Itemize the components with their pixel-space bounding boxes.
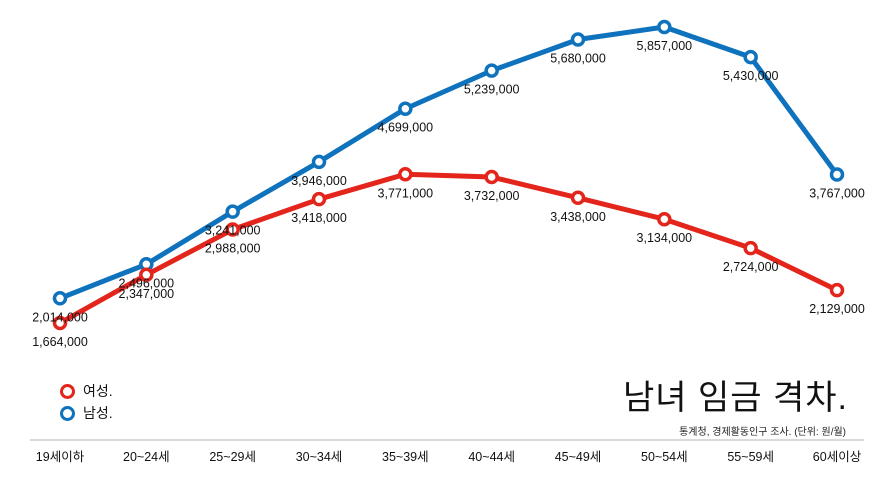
point-female-7 — [657, 211, 672, 227]
data-labels: 1,664,000 2,347,000 2,988,000 3,418,000 3,77… — [32, 39, 865, 349]
value-label-male-6: 5,680,000 — [550, 51, 606, 65]
point-male-4 — [398, 101, 413, 116]
value-label-male-0: 2,014,000 — [32, 310, 88, 324]
point-male-6 — [570, 32, 586, 47]
point-male-5 — [484, 63, 499, 78]
series-markers — [52, 19, 845, 331]
chart-title: 남녀 임금 격차. — [622, 379, 848, 417]
value-label-female-9: 2,129,000 — [809, 302, 865, 316]
value-label-male-8: 5,430,000 — [723, 69, 779, 83]
x-tick-label-4: 35~39세 — [382, 450, 429, 464]
series-line-male — [59, 24, 840, 301]
value-label-female-0: 1,664,000 — [32, 335, 88, 349]
value-label-female-8: 2,724,000 — [723, 260, 779, 274]
point-female-3 — [311, 191, 327, 207]
point-female-8 — [743, 240, 758, 256]
x-tick-label-2: 25~29세 — [209, 450, 256, 464]
point-male-8 — [743, 49, 758, 65]
point-female-0 — [52, 315, 68, 331]
series-lines — [58, 24, 840, 326]
x-tick-label-9: 60세이상 — [813, 450, 862, 464]
point-female-4 — [398, 167, 413, 182]
x-tick-label-0: 19세이하 — [36, 450, 85, 464]
legend-item-female: 여성. — [60, 380, 113, 402]
x-tick-label-7: 50~54세 — [641, 450, 688, 464]
x-tick-label-1: 20~24세 — [123, 450, 170, 464]
value-label-female-1: 2,347,000 — [119, 287, 175, 301]
point-female-9 — [829, 282, 845, 298]
value-label-female-3: 3,418,000 — [291, 211, 347, 225]
value-label-male-9: 3,767,000 — [809, 187, 865, 201]
x-tick-labels: 19세이하 20~24세 25~29세 30~34세 35~39세 40~44세 45~49… — [36, 450, 862, 464]
legend: 여성. 남성. — [60, 380, 113, 424]
point-male-7 — [657, 19, 672, 35]
point-male-9 — [829, 167, 845, 182]
value-label-female-5: 3,732,000 — [464, 189, 520, 203]
point-female-2 — [225, 222, 240, 237]
value-label-female-6: 3,438,000 — [550, 210, 606, 224]
value-label-male-3: 3,946,000 — [291, 174, 347, 188]
value-label-male-2: 3,241,000 — [205, 224, 261, 238]
point-female-1 — [139, 267, 154, 283]
value-label-male-1: 2,496,000 — [119, 276, 175, 290]
value-label-female-4: 3,771,000 — [378, 186, 434, 200]
value-label-female-2: 2,988,000 — [205, 242, 261, 256]
legend-marker-male — [60, 405, 75, 421]
source-note: 통계청, 경제활동인구 조사. (단위: 원/월) — [679, 427, 846, 438]
point-male-0 — [52, 291, 68, 306]
point-female-5 — [484, 169, 499, 185]
value-label-male-7: 5,857,000 — [637, 39, 693, 53]
series-line-female — [58, 171, 839, 326]
value-label-male-4: 4,699,000 — [378, 121, 434, 135]
x-tick-label-6: 45~49세 — [555, 450, 602, 464]
point-female-6 — [570, 190, 586, 206]
x-tick-label-3: 30~34세 — [296, 450, 343, 464]
point-male-2 — [225, 204, 240, 219]
value-label-male-5: 5,239,000 — [464, 83, 520, 97]
legend-item-male: 남성. — [60, 402, 113, 424]
x-tick-label-8: 55~59세 — [727, 450, 774, 464]
legend-marker-female — [60, 383, 75, 399]
legend-label-male: 남성. — [83, 405, 113, 421]
x-tick-label-5: 40~44세 — [468, 450, 515, 464]
legend-label-female: 여성. — [83, 383, 113, 399]
point-male-3 — [311, 154, 327, 170]
value-label-female-7: 3,134,000 — [637, 231, 693, 245]
